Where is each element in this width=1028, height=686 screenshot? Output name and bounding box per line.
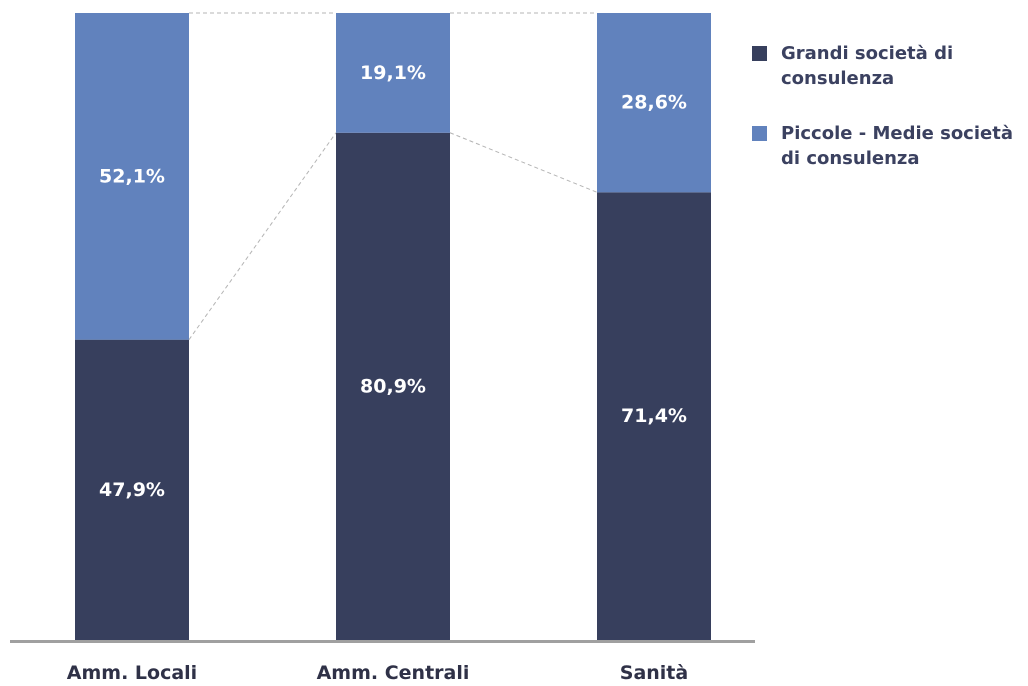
legend-item-grandi: Grandi società di consulenza — [752, 41, 1028, 91]
connector-boundary-1 — [449, 132, 598, 193]
data-label-amm-locali-series-0: 47,9% — [99, 479, 165, 501]
connector-boundary-0 — [188, 132, 337, 340]
category-labels: Amm. Locali Amm. Centrali Sanità — [67, 662, 688, 684]
data-label-amm-centrali-series-1: 19,1% — [360, 62, 426, 84]
bar-sanita-series-1 — [597, 13, 711, 193]
legend-item-piccole: Piccole - Medie società di consulenza — [752, 121, 1028, 171]
bar-amm-centrali-series-0 — [336, 132, 450, 640]
bar-sanita-series-0 — [597, 192, 711, 640]
category-label-amm-centrali: Amm. Centrali — [317, 662, 470, 684]
bar-amm-centrali-series-1 — [336, 13, 450, 133]
bars — [75, 13, 711, 640]
bar-amm-locali-series-0 — [75, 339, 189, 640]
legend-label-grandi: Grandi società di consulenza — [781, 43, 954, 89]
data-label-amm-centrali-series-0: 80,9% — [360, 375, 426, 397]
legend-label-piccole: Piccole - Medie società di consulenza — [781, 123, 1013, 169]
segment-labels: 47,9% 52,1% 80,9% 19,1% 71,4% 28,6% — [99, 62, 687, 501]
category-label-sanita: Sanità — [620, 662, 688, 684]
legend: Grandi società di consulenza Piccole - M… — [752, 41, 1028, 201]
bar-amm-locali-series-1 — [75, 13, 189, 340]
connector-lines — [188, 12, 598, 340]
data-label-sanita-series-0: 71,4% — [621, 405, 687, 427]
data-label-amm-locali-series-1: 52,1% — [99, 165, 165, 187]
category-label-amm-locali: Amm. Locali — [67, 662, 197, 684]
legend-swatch-piccole — [752, 126, 767, 141]
legend-swatch-grandi — [752, 46, 767, 61]
data-label-sanita-series-1: 28,6% — [621, 92, 687, 114]
